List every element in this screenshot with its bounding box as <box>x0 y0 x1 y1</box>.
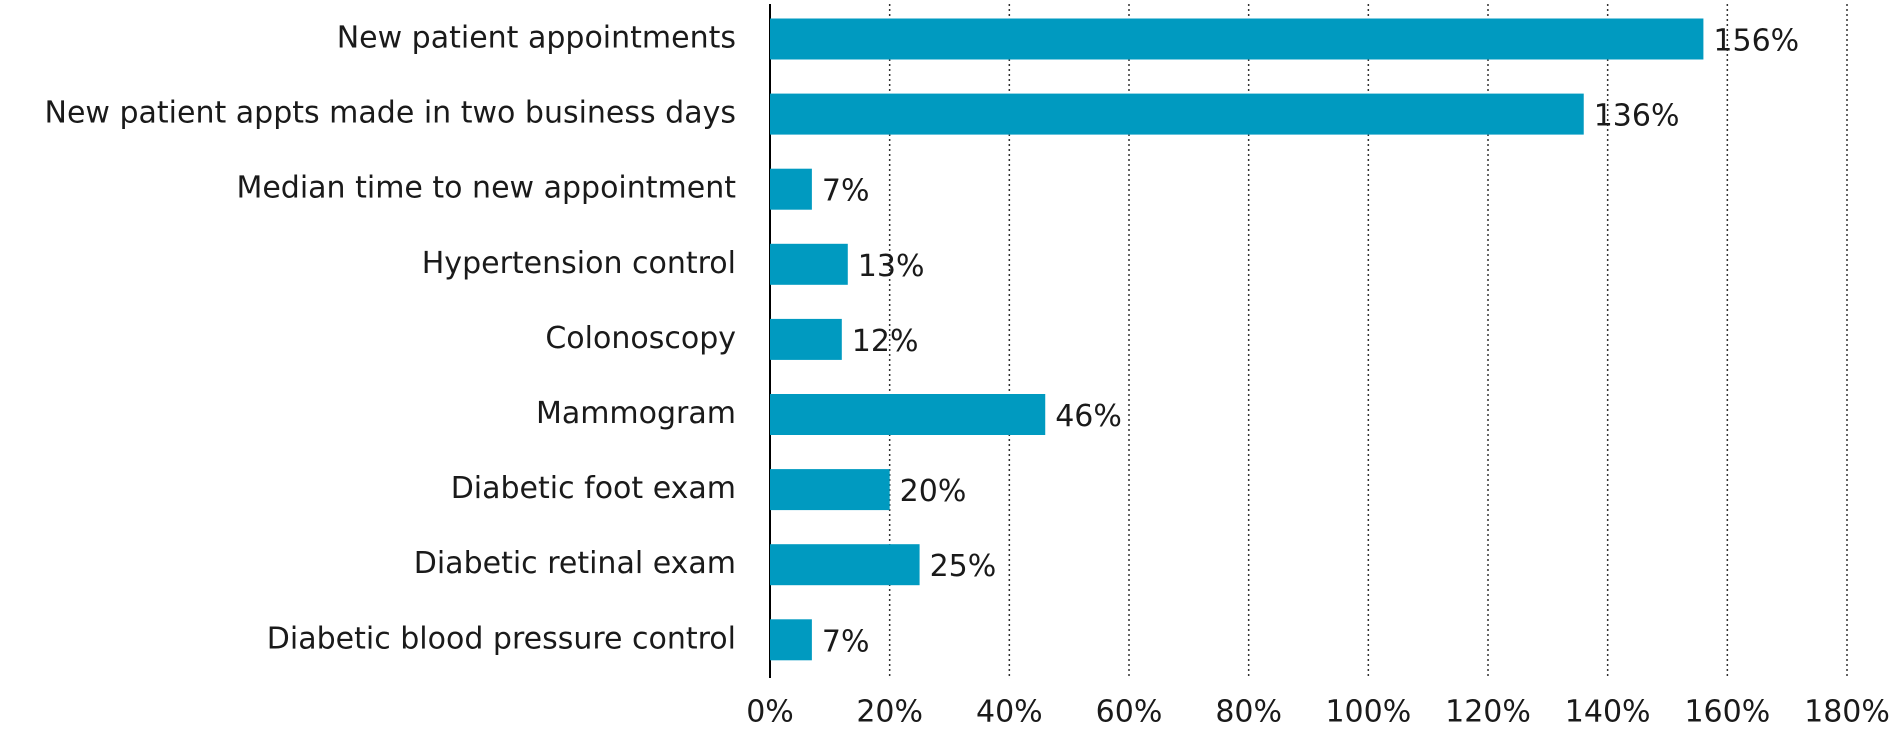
x-tick-label: 120% <box>1445 695 1531 730</box>
bar <box>770 544 920 586</box>
value-label: 25% <box>930 549 997 584</box>
bar <box>770 469 890 511</box>
value-label: 20% <box>900 474 967 509</box>
category-label: Diabetic blood pressure control <box>267 621 736 656</box>
category-label: Median time to new appointment <box>236 171 736 206</box>
bar <box>770 18 1704 60</box>
category-label: Diabetic retinal exam <box>414 546 736 581</box>
bar <box>770 243 848 285</box>
x-tick-label: 0% <box>746 695 794 730</box>
value-label: 13% <box>858 249 925 284</box>
category-label: New patient appointments <box>337 21 736 56</box>
x-tick-label: 160% <box>1684 695 1770 730</box>
bar <box>770 168 812 210</box>
category-label: Colonoscopy <box>545 321 736 356</box>
category-label: Mammogram <box>536 396 736 431</box>
category-label: Diabetic foot exam <box>451 471 736 506</box>
x-tick-label: 60% <box>1096 695 1163 730</box>
bar <box>770 394 1046 435</box>
x-tick-label: 20% <box>856 695 923 730</box>
x-tick-label: 100% <box>1325 695 1411 730</box>
bar <box>770 93 1584 135</box>
bar <box>770 619 812 661</box>
value-label: 46% <box>1055 399 1122 434</box>
x-tick-label: 80% <box>1215 695 1282 730</box>
x-tick-label: 140% <box>1565 695 1651 730</box>
x-tick-label: 40% <box>976 695 1043 730</box>
value-label: 7% <box>822 624 870 659</box>
value-label: 12% <box>852 324 919 359</box>
category-label: New patient appts made in two business d… <box>45 96 736 131</box>
value-label: 156% <box>1713 24 1799 59</box>
value-label: 7% <box>822 174 870 209</box>
bar <box>770 318 842 360</box>
category-label: Hypertension control <box>422 246 736 281</box>
value-label: 136% <box>1594 99 1680 134</box>
x-tick-label: 180% <box>1804 695 1890 730</box>
